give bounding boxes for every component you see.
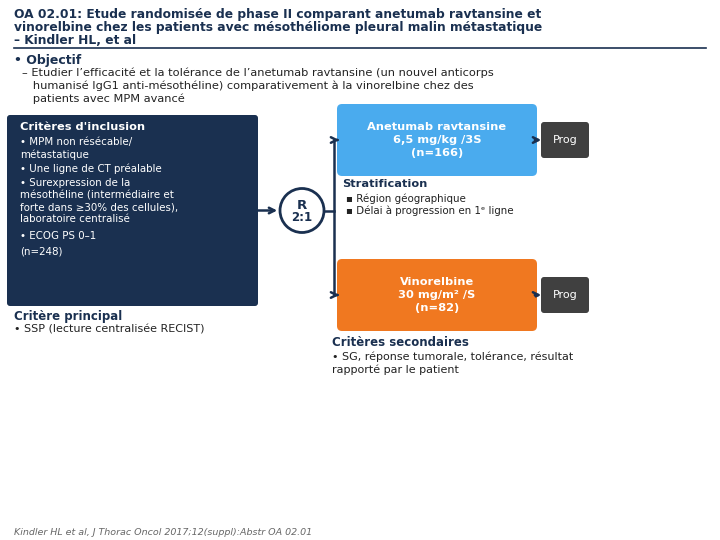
FancyBboxPatch shape bbox=[337, 104, 537, 176]
Text: Critères d'inclusion: Critères d'inclusion bbox=[20, 122, 145, 132]
Text: ▪ Région géographique: ▪ Région géographique bbox=[346, 193, 466, 204]
Text: Anetumab ravtansine
6,5 mg/kg /3S
(n=166): Anetumab ravtansine 6,5 mg/kg /3S (n=166… bbox=[367, 122, 507, 158]
Text: Prog: Prog bbox=[553, 135, 577, 145]
Text: OA 02.01: Etude randomisée de phase II comparant anetumab ravtansine et: OA 02.01: Etude randomisée de phase II c… bbox=[14, 8, 541, 21]
Text: Vinorelbine
30 mg/m² /S
(n=82): Vinorelbine 30 mg/m² /S (n=82) bbox=[398, 277, 476, 313]
Text: R: R bbox=[297, 199, 307, 212]
Circle shape bbox=[280, 188, 324, 233]
Text: vinorelbine chez les patients avec mésothéliome pleural malin métastatique: vinorelbine chez les patients avec mésot… bbox=[14, 21, 542, 34]
Text: • MPM non résécable/
métastatique: • MPM non résécable/ métastatique bbox=[20, 137, 132, 160]
FancyBboxPatch shape bbox=[541, 122, 589, 158]
FancyBboxPatch shape bbox=[7, 115, 258, 306]
Text: Prog: Prog bbox=[553, 290, 577, 300]
FancyBboxPatch shape bbox=[337, 259, 537, 331]
Text: – Etudier l’efficacité et la tolérance de l’anetumab ravtansine (un nouvel antic: – Etudier l’efficacité et la tolérance d… bbox=[22, 67, 494, 104]
Text: (n=248): (n=248) bbox=[20, 247, 63, 257]
Text: Stratification: Stratification bbox=[342, 179, 428, 189]
Text: • Surexpression de la
mésothéline (intermédiaire et
forte dans ≥30% des cellules: • Surexpression de la mésothéline (inter… bbox=[20, 178, 178, 224]
Text: Critère principal: Critère principal bbox=[14, 310, 122, 323]
Text: Critères secondaires: Critères secondaires bbox=[332, 336, 469, 349]
Text: • SSP (lecture centralisée RECIST): • SSP (lecture centralisée RECIST) bbox=[14, 325, 204, 335]
Text: Kindler HL et al, J Thorac Oncol 2017;12(suppl):Abstr OA 02.01: Kindler HL et al, J Thorac Oncol 2017;12… bbox=[14, 528, 312, 537]
Text: 2:1: 2:1 bbox=[292, 211, 312, 224]
Text: – Kindler HL, et al: – Kindler HL, et al bbox=[14, 34, 136, 47]
Text: ▪ Délai à progression en 1ᵉ ligne: ▪ Délai à progression en 1ᵉ ligne bbox=[346, 206, 513, 217]
Text: • ECOG PS 0–1: • ECOG PS 0–1 bbox=[20, 231, 96, 241]
Text: • Objectif: • Objectif bbox=[14, 54, 81, 67]
FancyBboxPatch shape bbox=[541, 277, 589, 313]
Text: • SG, réponse tumorale, tolérance, résultat
rapporté par le patient: • SG, réponse tumorale, tolérance, résul… bbox=[332, 351, 573, 375]
Text: • Une ligne de CT préalable: • Une ligne de CT préalable bbox=[20, 164, 162, 174]
